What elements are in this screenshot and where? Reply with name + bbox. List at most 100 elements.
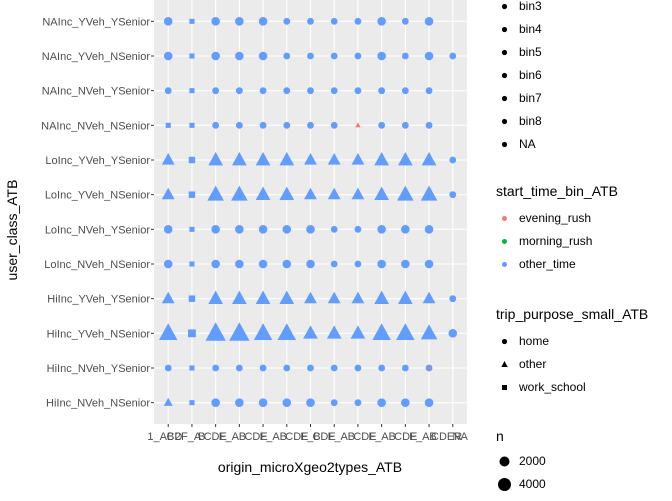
- data-point: [377, 51, 386, 61]
- data-point: [397, 290, 413, 304]
- data-point: [422, 291, 436, 304]
- data-point: [161, 291, 175, 304]
- data-point: [258, 51, 268, 61]
- y-tick-label: HiInc_NVeh_NSenior: [46, 398, 150, 410]
- dot-icon: [496, 44, 513, 61]
- data-point: [208, 290, 224, 304]
- legend-label: morning_rush: [519, 234, 593, 248]
- data-point: [164, 87, 172, 95]
- data-point: [351, 291, 365, 304]
- green-dot-icon: [496, 233, 513, 250]
- dot-icon: [496, 21, 513, 38]
- data-point: [163, 397, 173, 406]
- data-point: [189, 226, 195, 232]
- data-point: [304, 291, 317, 304]
- data-point: [258, 398, 268, 407]
- x-tick-label: CDE: [285, 431, 308, 443]
- data-point: [327, 187, 341, 200]
- data-point: [354, 52, 362, 60]
- legend-item-other: other: [496, 353, 648, 376]
- data-point: [164, 364, 172, 372]
- x-tick-label: CDE: [312, 431, 335, 443]
- data-point: [189, 365, 195, 371]
- data-point: [330, 121, 338, 129]
- y-tick-label: LoInc_YVeh_YSenior: [45, 155, 150, 167]
- legend-item-4000: 4000: [496, 473, 546, 496]
- data-point: [396, 323, 415, 341]
- data-point: [189, 122, 195, 128]
- data-point: [165, 122, 171, 128]
- legend-item-bin: bin8: [496, 110, 542, 133]
- data-point: [401, 259, 410, 269]
- data-point: [397, 152, 413, 166]
- data-point: [211, 17, 220, 26]
- data-point: [205, 322, 226, 341]
- data-point: [330, 399, 338, 407]
- data-point: [420, 185, 438, 201]
- data-point: [235, 51, 244, 61]
- legend-label: other_time: [519, 257, 576, 271]
- x-tick-label: F_A: [328, 431, 349, 443]
- data-point: [304, 153, 317, 165]
- data-point: [231, 185, 248, 201]
- legend-label: 4000: [519, 477, 546, 491]
- data-point: [424, 259, 434, 269]
- data-point: [235, 259, 244, 269]
- data-point: [307, 52, 314, 60]
- data-point: [421, 152, 437, 166]
- data-point: [235, 121, 243, 129]
- data-point: [211, 398, 220, 407]
- legend-label: work_school: [519, 380, 586, 394]
- x-tick-label: CDE: [244, 431, 267, 443]
- x-tick-label: F_A: [260, 431, 281, 443]
- legend-label: other: [519, 357, 547, 371]
- dot-icon: [496, 67, 513, 84]
- data-point: [211, 225, 220, 234]
- y-tick-label: NAInc_YVeh_NSenior: [42, 51, 151, 63]
- data-point: [354, 260, 362, 268]
- data-point: [282, 398, 292, 407]
- data-point: [258, 225, 268, 234]
- data-point: [283, 52, 291, 60]
- legend-label: home: [519, 334, 550, 348]
- data-point: [158, 323, 178, 341]
- dot-icon: [496, 113, 513, 130]
- data-point: [282, 259, 292, 269]
- data-point: [354, 87, 362, 95]
- data-point: [397, 185, 414, 201]
- legend-item-bin: NA: [496, 133, 542, 156]
- data-point: [235, 398, 244, 407]
- legend-start-time: start_time_bin_ATB evening_rush morning_…: [496, 183, 618, 276]
- y-tick-label: LoInc_NVeh_NSenior: [44, 259, 150, 271]
- data-point: [378, 364, 386, 372]
- y-tick-label: LoInc_YVeh_NSenior: [45, 190, 151, 202]
- data-point: [189, 18, 195, 24]
- data-point: [255, 186, 271, 200]
- legend-bins: bin3 bin4 bin5 bin6 bin7 bin8 NA: [496, 0, 542, 156]
- x-tick-label: CD: [166, 431, 182, 443]
- legend-size: n 2000 4000: [496, 428, 546, 496]
- data-point: [327, 291, 341, 304]
- y-tick-label: HiInc_YVeh_NSenior: [47, 328, 151, 340]
- data-point: [161, 187, 175, 200]
- legend-item-2000: 2000: [496, 450, 546, 473]
- data-point: [163, 51, 173, 61]
- data-point: [259, 364, 267, 372]
- x-tick-label: CDE: [394, 431, 417, 443]
- data-point: [163, 17, 173, 26]
- data-point: [207, 185, 224, 201]
- data-point: [259, 121, 267, 129]
- legend-size-title: n: [496, 428, 504, 444]
- legend-item-evening-rush: evening_rush: [496, 207, 618, 230]
- data-point: [355, 122, 361, 128]
- data-point: [212, 121, 220, 129]
- legend-label: bin5: [519, 45, 542, 59]
- data-point: [401, 87, 409, 95]
- legend-item-bin: bin6: [496, 64, 542, 87]
- data-point: [330, 52, 338, 60]
- data-point: [189, 261, 195, 267]
- data-point: [449, 191, 457, 199]
- data-point: [401, 364, 409, 372]
- x-tick-label: 1_AB: [147, 431, 174, 443]
- data-point: [232, 290, 247, 304]
